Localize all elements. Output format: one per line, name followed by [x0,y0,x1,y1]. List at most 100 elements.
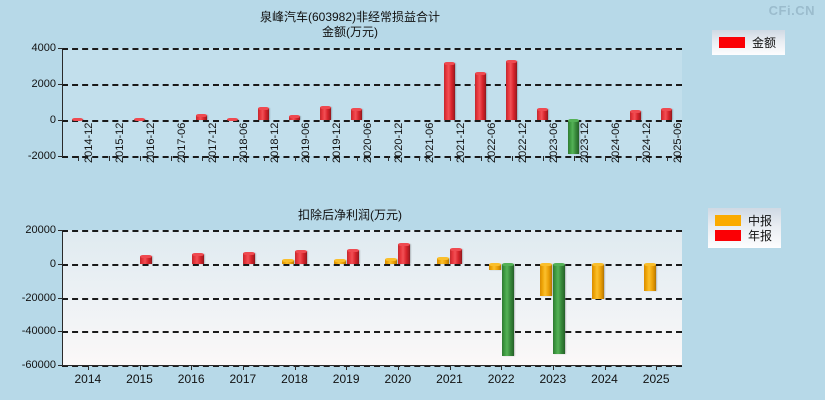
x-axis-tick-mark [346,365,348,370]
y-axis-tick-label: 20000 [25,224,56,236]
bottom-chart-subtitle: 扣除后净利润(万元) [298,208,402,222]
y-axis-tick-mark [58,365,63,366]
x-axis-tick-mark [573,156,575,161]
x-axis-tick-label: 2024 [591,372,618,386]
y-axis-tick-label: -40000 [21,325,56,338]
x-axis-tick-mark [480,156,482,161]
chart-bar[interactable] [196,113,207,120]
x-axis-tick-mark [449,365,451,370]
x-axis-tick-label: 2017-06 [175,122,188,163]
gridline [62,156,682,158]
y-axis-tick-label: 0 [49,114,56,126]
x-axis-tick-mark [139,365,141,370]
legend-label: 年报 [748,228,773,243]
y-axis-tick-label: 2000 [31,78,56,90]
gridline [62,48,682,50]
x-axis-tick-mark [242,365,244,370]
gridline [62,84,682,86]
x-axis-tick-mark [294,156,296,161]
chart-bar[interactable] [398,242,411,264]
chart-bar[interactable] [140,255,152,264]
chart-bar[interactable] [385,257,398,264]
legend-label: 中报 [748,213,773,228]
x-axis-tick-mark [108,156,110,161]
chart-bar[interactable] [475,71,486,120]
x-axis-tick-mark [552,365,554,370]
chart-bar[interactable] [643,262,656,292]
x-axis-tick-label: 2018-12 [268,122,281,163]
chart-bar[interactable] [501,262,514,356]
chart-bar[interactable] [320,106,331,120]
x-axis-tick-label: 2022-12 [516,122,529,163]
chart-bar[interactable] [258,107,269,120]
x-axis-tick-label: 2022-06 [485,122,498,163]
x-axis-tick-label: 2025-06 [671,122,684,163]
x-axis-tick-mark [87,365,89,370]
x-axis-tick-mark [191,365,193,370]
top-chart-legend: 金额 [712,30,786,55]
top-chart-y-axis [62,48,63,156]
x-axis-tick-label: 2025 [642,372,670,386]
legend-label: 金额 [752,35,777,50]
chart-bar[interactable] [444,62,455,120]
chart-bar[interactable] [568,119,579,155]
legend-swatch-icon [719,37,745,48]
x-axis-tick-label: 2021-12 [454,122,467,163]
chart-bar[interactable] [661,108,672,120]
chart-bar[interactable] [537,107,548,120]
y-axis-tick-mark [58,331,63,333]
x-axis-tick-label: 2019-12 [330,122,343,163]
x-axis-tick-mark [387,156,389,161]
chart-bar[interactable] [437,256,449,264]
chart-bar[interactable] [540,262,553,296]
y-axis-tick-mark [58,156,63,157]
x-axis-tick-label: 2023-12 [578,122,591,163]
legend-item[interactable]: 年报 [715,228,772,243]
chart-bar[interactable] [506,59,517,120]
x-axis-tick-label: 2019-06 [299,122,312,163]
x-axis-tick-label: 2021 [436,372,463,386]
chart-bar[interactable] [289,115,300,120]
x-axis-tick-label: 2019 [332,372,360,386]
chart-bar[interactable] [72,117,83,121]
chart-bar[interactable] [333,258,346,264]
gridline [62,365,682,367]
chart-bar[interactable] [227,117,238,121]
x-axis-tick-mark [139,156,141,161]
bottom-chart-x-ticks [62,365,682,371]
x-axis-tick-mark [325,156,327,161]
y-axis-tick-mark [58,84,63,85]
chart-bar[interactable] [243,252,256,264]
x-axis-tick-label: 2016-12 [144,122,157,163]
chart-bar[interactable] [450,248,462,264]
x-axis-tick-mark [604,365,606,370]
top-chart-x-ticks [62,156,682,162]
chart-bar[interactable] [295,249,307,264]
legend-item[interactable]: 金额 [719,35,776,50]
legend-swatch-icon [715,215,741,226]
chart-bar[interactable] [630,109,641,120]
y-axis-tick-mark [58,48,63,49]
chart-bar[interactable] [346,248,359,264]
chart-bar[interactable] [553,262,566,355]
chart-bar[interactable] [488,262,501,270]
x-axis-tick-mark [77,156,79,161]
x-axis-tick-mark [656,365,658,370]
chart-bar[interactable] [351,108,362,120]
y-axis-tick-mark [58,120,63,121]
chart-bar[interactable] [134,118,145,122]
x-axis-tick-label: 2018 [281,372,308,386]
chart-bar[interactable] [191,252,204,264]
x-axis-tick-mark [294,365,296,370]
legend-swatch-icon [715,230,741,241]
x-axis-tick-label: 2024-12 [640,122,653,163]
chart-bar[interactable] [592,262,604,299]
x-axis-tick-mark [635,156,637,161]
legend-item[interactable]: 中报 [715,213,772,228]
chart-bar[interactable] [282,258,294,264]
top-chart-subtitle: 金额(万元) [322,25,378,39]
x-axis-tick-mark [604,156,606,161]
top-chart-panel: 2014-12 2015-12 2016-12 2017-06 2017-12 2018-… [28,42,684,163]
x-axis-tick-mark [397,365,399,370]
x-axis-tick-label: 2015 [126,372,153,386]
